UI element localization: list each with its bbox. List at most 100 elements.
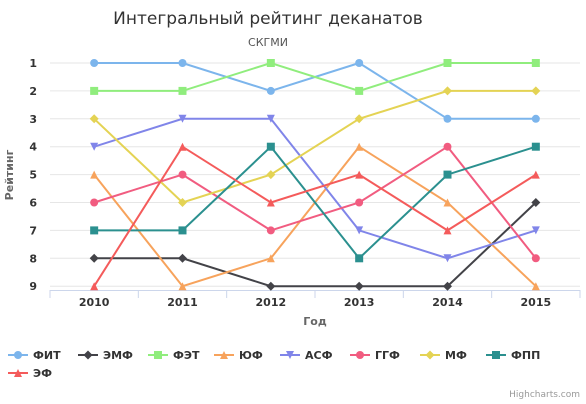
legend-item[interactable]: ФПП [486,349,540,362]
data-point[interactable] [266,226,275,235]
data-point[interactable] [531,282,540,291]
series-line[interactable] [93,145,537,259]
legend-symbol-marker [154,351,162,359]
data-point[interactable] [355,254,364,263]
data-point[interactable] [90,142,99,151]
x-tick-label: 2011 [167,296,198,309]
data-point[interactable] [531,226,540,235]
data-point[interactable] [178,142,187,151]
data-point[interactable] [443,254,452,263]
legend-item[interactable]: ЭФ [8,367,52,380]
y-tick-label: 2 [29,85,37,98]
x-tick-label: 2014 [432,296,463,309]
data-point[interactable] [178,198,187,207]
data-point[interactable] [443,59,452,67]
data-point[interactable] [178,226,187,235]
data-point[interactable] [531,170,540,179]
data-point[interactable] [266,59,275,67]
data-point[interactable] [90,170,99,179]
data-point[interactable] [443,114,452,123]
data-point[interactable] [178,86,187,95]
series-line[interactable] [94,145,537,260]
data-point[interactable] [178,253,187,263]
series-line[interactable] [93,89,536,204]
legend-label: ФИТ [33,349,61,362]
data-point[interactable] [355,86,364,95]
series-line[interactable] [93,117,537,260]
data-point[interactable] [443,86,452,96]
data-point[interactable] [178,114,187,123]
data-point[interactable] [531,198,541,207]
data-point[interactable] [531,86,541,96]
data-point[interactable] [266,86,275,95]
data-point[interactable] [90,86,99,95]
data-point[interactable] [89,114,99,124]
series-ФЭТ [90,59,540,95]
data-point[interactable] [90,198,99,207]
legend-symbol-marker [286,351,294,359]
legend-item[interactable]: МФ [420,349,467,362]
legend-item[interactable]: ФИТ [8,349,61,362]
data-point[interactable] [355,226,364,235]
data-point[interactable] [355,59,364,67]
series-line[interactable] [94,61,536,92]
series-layer [89,59,541,291]
legend-item[interactable]: ГГФ [350,349,400,362]
legend-label: ЭМФ [103,349,133,362]
data-point[interactable] [266,254,275,263]
data-point[interactable] [355,170,364,179]
series-ГГФ [90,142,540,263]
data-point[interactable] [178,170,187,179]
y-tick-label: 7 [29,224,37,237]
legend-item[interactable]: ЭМФ [78,349,133,362]
data-point[interactable] [443,198,452,207]
x-tick-label: 2015 [521,296,552,309]
x-axis-title: Год [303,315,327,328]
y-tick-label: 5 [29,169,37,182]
data-point[interactable] [443,281,452,291]
data-point[interactable] [266,198,275,207]
data-point[interactable] [266,114,275,123]
data-point[interactable] [354,114,364,124]
y-tick-label: 9 [29,280,37,293]
legend-label: ЮФ [239,349,263,362]
series-line[interactable] [94,201,537,288]
data-point[interactable] [266,142,275,151]
series-АСФ [90,114,540,263]
data-point[interactable] [178,282,187,291]
axes: 2010 2011 2012 2013 2014 2015 1 2 3 4 5 6 7 8 9 [29,57,581,309]
data-point[interactable] [355,198,364,207]
legend-item[interactable]: АСФ [280,349,333,362]
legend-item[interactable]: ФЭТ [148,349,200,362]
data-point[interactable] [531,59,540,67]
series-МФ [89,86,541,207]
data-point[interactable] [443,226,452,235]
chart-title: Интегральный рейтинг деканатов [113,9,423,29]
data-point[interactable] [90,226,99,235]
series-ФПП [90,142,540,263]
y-tick-label: 4 [29,141,37,154]
data-point[interactable] [354,281,364,291]
data-point[interactable] [90,59,99,67]
data-point[interactable] [531,254,540,263]
data-point[interactable] [443,142,452,151]
credits-link[interactable]: Highcharts.com [509,390,580,400]
legend-symbol-marker [356,351,364,359]
data-point[interactable] [89,253,99,263]
series-line[interactable] [93,145,537,287]
legend-symbol-marker [220,351,228,359]
data-point[interactable] [90,282,99,291]
series-ЭМФ [89,198,541,291]
y-tick-label: 8 [29,252,37,265]
data-point[interactable] [443,170,452,179]
legend-label: ЭФ [33,367,52,380]
data-point[interactable] [531,114,540,123]
legend-symbol-marker [14,351,22,359]
legend-label: ФЭТ [173,349,200,362]
data-point[interactable] [266,170,276,180]
data-point[interactable] [531,142,540,151]
data-point[interactable] [178,59,187,67]
data-point[interactable] [355,142,364,151]
legend-item[interactable]: ЮФ [214,349,263,362]
data-point[interactable] [266,281,276,291]
